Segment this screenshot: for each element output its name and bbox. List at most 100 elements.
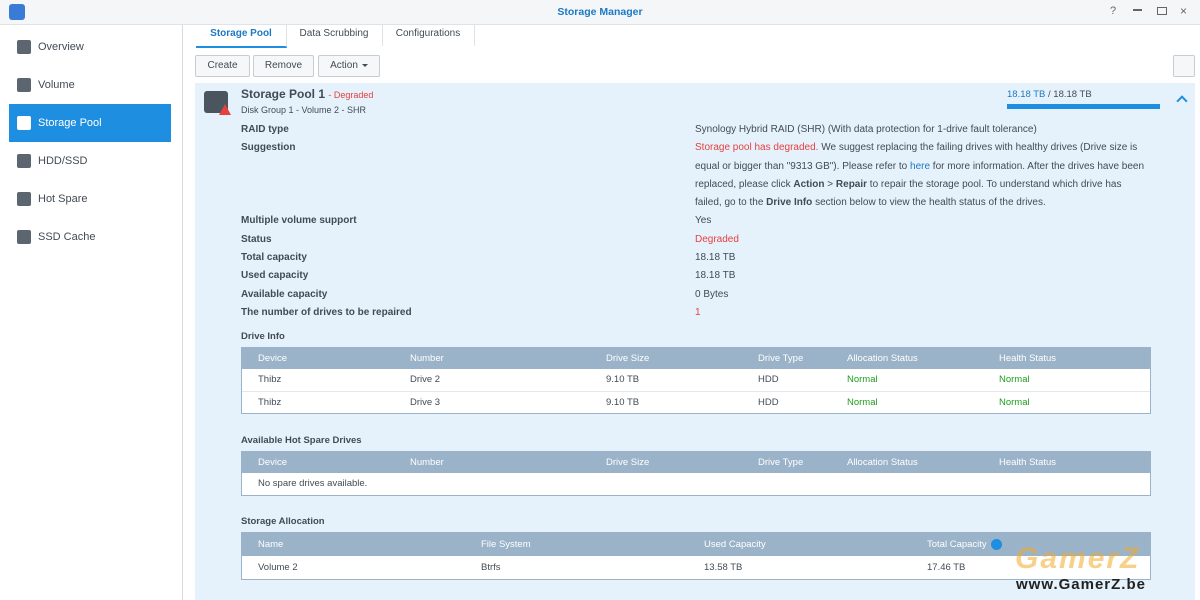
column-header: Number [410,353,444,364]
pool-name: Storage Pool 1 [241,87,326,101]
sidebar-item[interactable]: Volume [9,66,171,104]
watermark-url: www.GamerZ.be [1016,576,1146,593]
table-row: Thibz Drive 2 9.10 TB HDD Normal Normal [242,369,1150,391]
table-title: Available Hot Spare Drives [241,435,362,446]
table-cell: 9.10 TB [606,397,640,408]
sidebar: Overview Volume Storage Pool HDD/SSD Hot Spa… [0,25,183,600]
column-header: Name [258,539,284,550]
table-cell: Drive 2 [410,374,441,385]
table-cell: Thibz [258,374,282,385]
icon [17,78,31,92]
text: for more information. After the drives h… [695,160,1145,190]
property-value: Synology Hybrid RAID (SHR) (With data pr… [695,124,1037,135]
icon [17,192,31,206]
column-header: Drive Type [758,457,804,468]
properties: RAID type Synology Hybrid RAID (SHR) (Wit… [241,121,1151,322]
usage-bar [1007,104,1160,109]
text: Storage pool has degraded. [695,142,819,154]
button[interactable]: Action [318,55,380,77]
text: to repair the storage pool. To understan… [695,178,1122,209]
column-header: Device [258,457,288,468]
sidebar-item[interactable]: Hot Spare [9,180,171,218]
minimize-button[interactable] [1133,9,1142,11]
table-cell: Volume 2 [258,562,298,573]
sidebar-item[interactable]: HDD/SSD [9,142,171,180]
pool-header: Storage Pool 1 - Degraded [241,87,373,101]
column-header: Health Status [999,353,1057,364]
property-row: Available capacity 0 Bytes [241,286,1151,304]
table-title: Drive Info [241,331,285,342]
sidebar-item[interactable]: SSD Cache [9,218,171,256]
close-button[interactable]: × [1180,4,1188,18]
column-header: Health Status [999,457,1057,468]
property-row: Status Degraded [241,231,1151,249]
usage-text: 18.18 TB / 18.18 TB [1007,89,1092,100]
pool-status: - Degraded [328,90,374,100]
icon [17,116,31,130]
table: Device Number Drive Size Drive Type Allocati… [241,451,1151,496]
text: We suggest replacing the failing drives … [695,142,1138,172]
table-title: Storage Allocation [241,516,325,527]
help-button[interactable]: ? [1110,5,1117,17]
text: section below to view the health status … [812,197,1046,209]
tab[interactable]: Data Scrubbing [286,24,383,46]
table-row: Volume 2 Btrfs 13.58 TB 17.46 TB [242,556,1150,579]
maximize-button[interactable] [1157,7,1167,15]
property-label: Used capacity [241,270,309,282]
property-value: 18.18 TB [695,252,736,264]
property-value: 1 [695,306,701,318]
property-value: 0 Bytes [695,288,729,300]
text: Action [793,178,825,190]
tab[interactable]: Configurations [382,24,475,46]
column-header: Drive Size [606,457,650,468]
property-row: Total capacity 18.18 TB [241,249,1151,267]
table-cell: 9.10 TB [606,374,640,385]
pool-panel [195,83,1195,600]
table: Device Number Drive Size Drive Type Allocati… [241,347,1151,414]
column-header: Allocation Status [847,457,918,468]
app-icon [9,4,25,20]
column-header: Total Capacity [927,533,1002,556]
sidebar-item[interactable]: Storage Pool [9,104,171,142]
tab[interactable]: Storage Pool [196,24,287,48]
property-label: Multiple volume support [241,215,357,227]
info-icon[interactable] [990,538,1002,550]
button[interactable]: Remove [253,55,314,77]
table-cell: Normal [999,397,1030,408]
column-header: Drive Size [606,353,650,364]
property-value: Yes [695,215,712,227]
column-header: Device [258,353,288,364]
property-label: Status [241,233,272,245]
dropdown-caret [361,63,368,67]
title-bar: Storage Manager ? × [0,0,1200,25]
table-cell: Normal [847,374,878,385]
icon [17,154,31,168]
sort-button[interactable] [1173,55,1195,77]
table-header: Device Number Drive Size Drive Type Allocati… [242,348,1150,369]
button[interactable]: Create [195,55,250,77]
empty-message: No spare drives available. [258,478,368,489]
table-row: Thibz Drive 3 9.10 TB HDD Normal Normal [242,391,1150,414]
table-cell: Normal [847,397,878,408]
window-title: Storage Manager [557,6,643,18]
table-cell: HDD [758,397,779,408]
property-label: Suggestion [241,142,296,154]
property-label: Available capacity [241,288,328,300]
table-header: Name File System Used Capacity Total Capaci… [242,533,1150,556]
table-cell: Normal [999,374,1030,385]
suggestion-text: Storage pool has degraded. We suggest re… [695,139,1150,212]
text: > [824,178,836,190]
property-value: Degraded [695,233,739,245]
column-header: Used Capacity [704,539,766,550]
property-value: 18.18 TB [695,270,736,282]
property-row: Multiple volume support Yes [241,212,1151,230]
property-row: The number of drives to be repaired 1 [241,304,1151,322]
link[interactable]: here [910,160,931,172]
column-header: File System [481,539,531,550]
table-cell: 13.58 TB [704,562,743,573]
sidebar-item[interactable]: Overview [9,28,171,66]
table: Name File System Used Capacity Total Capaci… [241,532,1151,580]
property-row: RAID type Synology Hybrid RAID (SHR) (Wit… [241,121,1151,139]
usage-total: / 18.18 TB [1048,89,1092,100]
